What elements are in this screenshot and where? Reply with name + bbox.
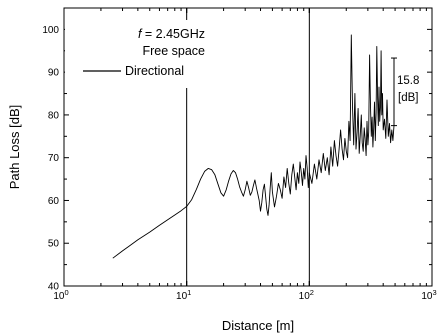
- difference-annotation: 15.8 [dB]: [390, 57, 419, 127]
- legend-entry-directional: Directional: [125, 64, 184, 78]
- y-tick-label: 80: [48, 110, 60, 121]
- legend-box: [65, 20, 213, 88]
- plot-frame: [63, 7, 433, 287]
- y-axis-label: Path Loss [dB]: [7, 105, 22, 190]
- series-group: [112, 34, 395, 259]
- x-tick-label: 100: [53, 288, 68, 302]
- series-line-directional: [112, 34, 395, 259]
- x-axis-label: Distance [m]: [222, 318, 294, 333]
- annotation-unit: [dB]: [398, 92, 418, 104]
- legend: f = 2.45GHz Free space Directional: [65, 20, 213, 88]
- x-tick-label: 101: [176, 288, 191, 302]
- x-tick-label: 103: [421, 288, 436, 302]
- y-tick-label: 60: [48, 196, 60, 207]
- y-tick-label: 40: [48, 282, 60, 293]
- tick-labels: 40 50 60 70 80 90 100 100 101 102 103: [42, 25, 436, 302]
- legend-free-space-text: Free space: [142, 44, 205, 58]
- y-tick-label: 100: [42, 25, 59, 36]
- y-tick-label: 90: [48, 68, 60, 79]
- x-tick-label: 102: [299, 288, 314, 302]
- annotation-value: 15.8: [397, 75, 419, 87]
- y-tick-label: 70: [48, 153, 60, 164]
- legend-frequency-text: f = 2.45GHz: [138, 27, 205, 41]
- y-tick-label: 50: [48, 239, 60, 250]
